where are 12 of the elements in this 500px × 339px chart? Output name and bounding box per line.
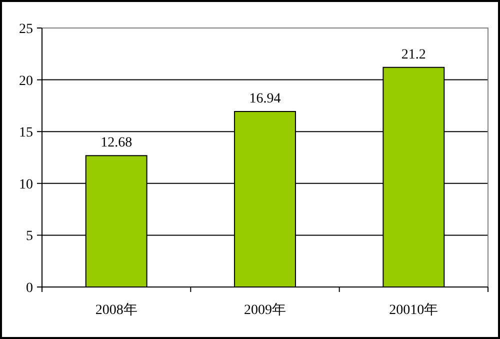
y-tick-label: 25 (19, 22, 33, 37)
data-label: 16.94 (249, 92, 281, 106)
data-label: 12.68 (100, 136, 132, 151)
data-label: 21.2 (401, 47, 426, 62)
x-tick-label: 20010年 (389, 302, 438, 318)
y-tick-label: 0 (26, 281, 33, 296)
y-tick-label: 10 (19, 177, 33, 192)
y-tick-label: 5 (26, 229, 33, 244)
y-tick-label: 20 (19, 74, 33, 89)
y-tick-label: 15 (19, 126, 33, 141)
x-tick-label: 2008年 (95, 302, 138, 318)
x-tick-label: 2009年 (244, 302, 286, 318)
